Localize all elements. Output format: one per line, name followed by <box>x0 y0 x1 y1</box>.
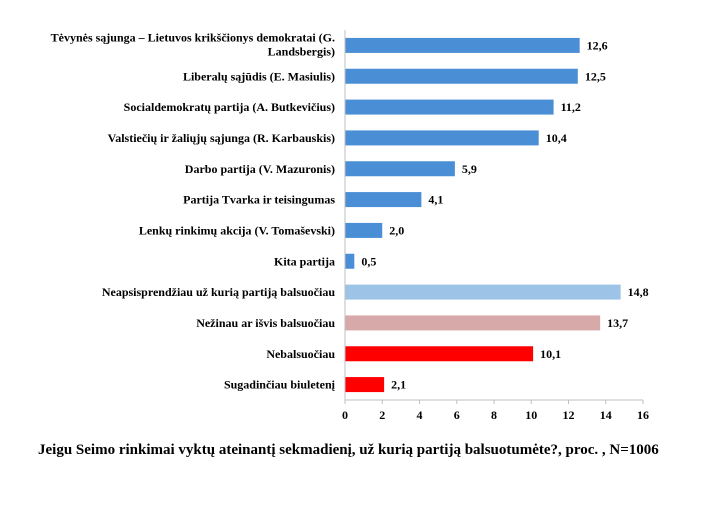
x-tick-label: 12 <box>563 408 575 422</box>
chart-caption: Jeigu Seimo rinkimai vyktų ateinantį sek… <box>38 442 659 458</box>
x-ticks-group: 0 2 4 6 8 10 12 14 16 <box>342 400 649 422</box>
x-tick-label: 6 <box>454 408 460 422</box>
x-tick-label: 14 <box>600 408 612 422</box>
value-label: 0,5 <box>361 254 376 268</box>
bar-12 <box>345 377 385 393</box>
bar-8 <box>345 253 355 269</box>
x-tick-label: 0 <box>342 408 348 422</box>
bar-5 <box>345 161 455 177</box>
value-label: 14,8 <box>628 285 649 299</box>
category-labels-group: Tėvynės sąjunga – Lietuvos krikščionys d… <box>51 30 336 391</box>
bar-1 <box>345 37 580 53</box>
category-label: Nebalsuočiau <box>266 347 335 361</box>
x-tick-label: 2 <box>379 408 385 422</box>
value-label: 4,1 <box>428 193 443 207</box>
x-tick-label: 16 <box>637 408 649 422</box>
value-label: 10,4 <box>546 131 567 145</box>
category-label: Sugadinčiau biuletenį <box>224 378 336 392</box>
category-label: Liberalų sąjūdis (E. Masiulis) <box>183 69 335 83</box>
category-label: Tėvynės sąjunga – Lietuvos krikščionys d… <box>51 30 335 58</box>
value-label: 2,0 <box>389 223 404 237</box>
x-tick-label: 8 <box>491 408 497 422</box>
bar-9 <box>345 284 621 300</box>
category-label: Kita partija <box>274 254 335 268</box>
category-label: Neapsisprendžiau už kurią partiją balsuo… <box>102 285 335 299</box>
value-label: 12,6 <box>587 38 608 52</box>
bar-7 <box>345 222 383 238</box>
category-label: Nežinau ar išvis balsuočiau <box>196 316 335 330</box>
bar-2 <box>345 68 578 84</box>
category-label: Partija Tvarka ir teisingumas <box>183 193 335 207</box>
value-label: 2,1 <box>391 378 406 392</box>
value-label: 5,9 <box>462 162 477 176</box>
x-tick-label: 4 <box>417 408 423 422</box>
value-label: 13,7 <box>607 316 628 330</box>
category-label: Valstiečių ir žaliųjų sąjunga (R. Karbau… <box>108 131 335 145</box>
bars-group <box>345 37 621 393</box>
value-label: 12,5 <box>585 69 606 83</box>
category-label: Socialdemokratų partija (A. Butkevičius) <box>124 100 335 114</box>
bar-6 <box>345 192 422 208</box>
bar-4 <box>345 130 539 146</box>
bar-10 <box>345 315 601 331</box>
value-label: 10,1 <box>540 347 561 361</box>
bar-chart: Tėvynės sąjunga – Lietuvos krikščionys d… <box>51 30 649 422</box>
value-label: 11,2 <box>561 100 581 114</box>
bar-3 <box>345 99 554 115</box>
bar-11 <box>345 346 534 362</box>
value-labels-group: 12,6 12,5 11,2 10,4 5,9 4,1 2,0 0,5 14,8 13,7 10,1… <box>361 38 648 391</box>
x-tick-label: 10 <box>525 408 537 422</box>
category-label: Lenkų rinkimų akcija (V. Tomaševski) <box>139 223 335 237</box>
category-label: Darbo partija (V. Mazuronis) <box>185 162 335 176</box>
